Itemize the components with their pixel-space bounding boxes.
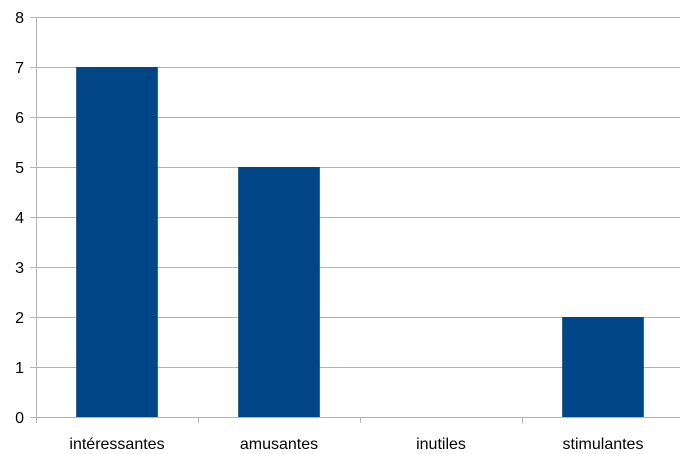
bar xyxy=(562,317,644,417)
y-tick-label: 2 xyxy=(15,310,24,327)
y-tick-label: 7 xyxy=(15,60,24,77)
x-tick-label: amusantes xyxy=(240,436,318,453)
y-tick-label: 8 xyxy=(15,10,24,27)
x-tick-labels: intéressantes amusantes inutiles stimulante… xyxy=(69,436,643,453)
y-tick-label: 0 xyxy=(15,410,24,427)
y-tick-label: 5 xyxy=(15,160,24,177)
y-tick-label: 4 xyxy=(15,210,24,227)
y-tick-label: 6 xyxy=(15,110,24,127)
axes xyxy=(30,17,680,423)
y-tick-label: 3 xyxy=(15,260,24,277)
x-tick-label: stimulantes xyxy=(563,436,644,453)
bar xyxy=(76,67,158,417)
y-tick-label: 1 xyxy=(15,360,24,377)
bar xyxy=(238,167,320,417)
x-tick-label: intéressantes xyxy=(69,436,164,453)
y-tick-labels: 0 1 2 3 4 5 6 7 8 xyxy=(15,10,24,427)
x-tick-label: inutiles xyxy=(416,436,466,453)
bars xyxy=(76,67,644,417)
